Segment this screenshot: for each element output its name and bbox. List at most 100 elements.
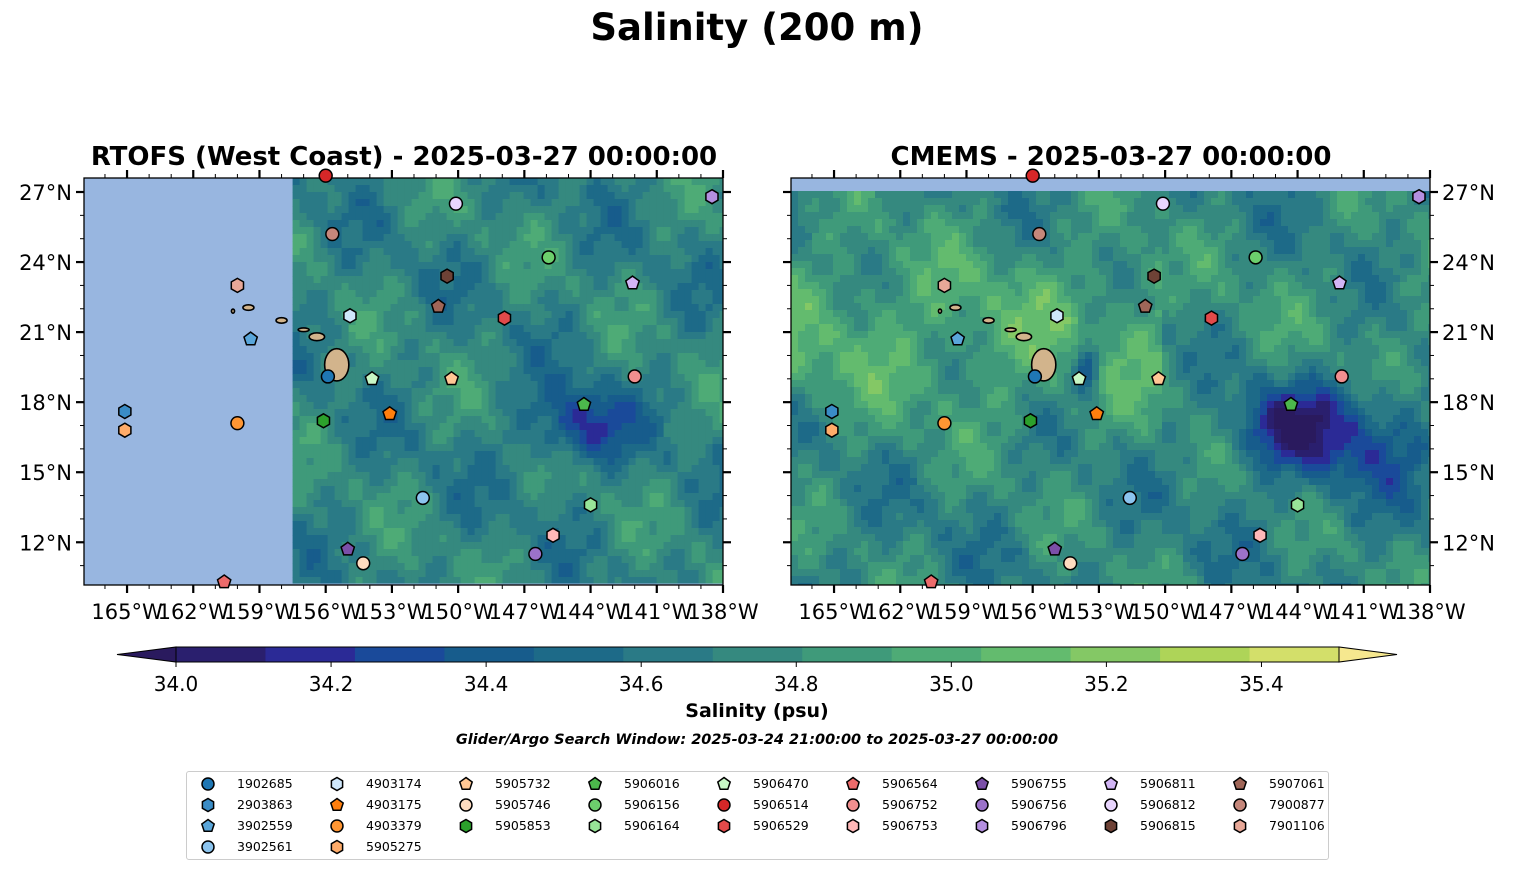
- pentagon-marker-icon: [845, 776, 861, 791]
- float-marker-7901106: [937, 277, 952, 294]
- island-4: [949, 304, 962, 312]
- legend-label: 5906796: [1011, 818, 1067, 833]
- x-tick-label: 159°W: [931, 600, 1003, 624]
- pentagon-marker-icon: [200, 818, 216, 833]
- island-5: [230, 308, 236, 314]
- colorbar: 34.0 34.2 34.4 34.6 34.8 35.0 35.2 35.4: [116, 646, 1398, 696]
- circle-marker-icon: [459, 798, 473, 812]
- float-markers-1: [825, 168, 1426, 589]
- pentagon-marker-icon: [716, 776, 732, 791]
- float-marker-5906156: [1248, 250, 1263, 265]
- hexagon-marker-icon: [459, 818, 473, 834]
- float-marker-5906796: [705, 188, 719, 205]
- float-marker-5906812: [1155, 196, 1171, 211]
- float-marker-3902561: [415, 490, 431, 506]
- hexagon-marker-icon: [1233, 818, 1247, 834]
- island-3: [982, 316, 995, 324]
- legend-label: 5905853: [495, 818, 551, 833]
- circle-marker-icon: [717, 798, 731, 812]
- float-marker-3902561: [1122, 490, 1138, 506]
- float-marker-4903379: [230, 415, 245, 431]
- colorbar-segment: [444, 647, 535, 662]
- panel-title-rtofs: RTOFS (West Coast) - 2025-03-27 00:00:00: [90, 142, 718, 172]
- y-tick-label: 21°N: [1442, 321, 1495, 345]
- float-marker-7900877: [1032, 226, 1047, 242]
- float-marker-4903174: [343, 307, 357, 324]
- float-marker-5906514: [1025, 168, 1040, 183]
- y-tick-label: 15°N: [19, 461, 72, 485]
- float-marker-5907061: [430, 298, 446, 313]
- y-tick-label: 27°N: [19, 181, 72, 205]
- float-marker-4903174: [1050, 307, 1064, 324]
- x-tick-label: 147°W: [1196, 600, 1268, 624]
- island-5: [937, 308, 943, 314]
- float-marker-5906529: [497, 310, 512, 326]
- x-tick-label: 153°W: [1063, 600, 1135, 624]
- float-marker-5906164: [583, 497, 598, 513]
- colorbar-extend-max: [1338, 646, 1398, 663]
- float-marker-2903863: [825, 403, 839, 420]
- float-marker-5906529: [1204, 310, 1219, 326]
- legend-label: 4903175: [366, 797, 422, 812]
- legend-label: 5906815: [1140, 818, 1196, 833]
- y-tick-label: 12°N: [1442, 531, 1495, 555]
- x-tick-label: 162°W: [158, 600, 230, 624]
- pentagon-marker-icon: [1232, 776, 1248, 791]
- map-panel-0: 165°W162°W159°W156°W153°W150°W147°W144°W…: [19, 170, 759, 624]
- circle-marker-icon: [975, 798, 989, 812]
- island-2: [1004, 327, 1017, 333]
- float-marker-5906815: [440, 268, 454, 284]
- colorbar-tick-label: 34.2: [309, 672, 354, 696]
- legend-label: 4903174: [366, 776, 422, 791]
- legend-label: 7901106: [1269, 818, 1325, 833]
- x-tick-label: 162°W: [865, 600, 937, 624]
- circle-marker-icon: [1104, 798, 1118, 812]
- circle-marker-icon: [459, 798, 473, 812]
- hexagon-marker-icon: [1104, 818, 1118, 834]
- colorbar-segment: [1070, 647, 1161, 662]
- x-tick-label: 144°W: [555, 600, 627, 624]
- hexagon-marker-icon: [717, 818, 731, 834]
- pentagon-marker-icon: [200, 818, 216, 833]
- hexagon-marker-icon: [846, 818, 860, 834]
- legend-label: 5906756: [1011, 797, 1067, 812]
- x-tick-label: 156°W: [997, 600, 1069, 624]
- pentagon-marker-icon: [974, 776, 990, 791]
- float-marker-5907061: [1137, 298, 1153, 313]
- legend-label: 5906470: [753, 776, 809, 791]
- float-marker-5905853: [316, 412, 331, 429]
- circle-marker-icon: [201, 840, 215, 854]
- y-tick-label: 18°N: [19, 391, 72, 415]
- float-marker-5906812: [448, 196, 464, 211]
- float-marker-5906564: [923, 574, 939, 589]
- y-tick-label: 12°N: [19, 531, 72, 555]
- island-1: [1015, 332, 1033, 342]
- pentagon-marker-icon: [587, 776, 603, 791]
- x-tick-label: 165°W: [91, 600, 163, 624]
- legend-label: 5906812: [1140, 797, 1196, 812]
- colorbar-segment: [176, 647, 266, 662]
- float-marker-4903175: [1089, 405, 1105, 421]
- salinity-field: [292, 178, 724, 584]
- float-marker-5906564: [216, 574, 232, 589]
- y-tick-label: 18°N: [1442, 391, 1495, 415]
- pentagon-marker-icon: [1232, 776, 1248, 791]
- x-tick-label: 165°W: [798, 600, 870, 624]
- hexagon-marker-icon: [459, 818, 473, 834]
- colorbar-segment: [354, 647, 445, 662]
- panel-title-cmems: CMEMS - 2025-03-27 00:00:00: [890, 142, 1332, 172]
- hexagon-marker-icon: [1104, 818, 1118, 834]
- salinity-field: [791, 191, 1431, 586]
- float-marker-3902559: [950, 331, 966, 346]
- circle-marker-icon: [201, 777, 215, 791]
- circle-marker-icon: [1233, 798, 1247, 812]
- colorbar-segment: [533, 647, 624, 662]
- float-marker-5906514: [318, 168, 333, 183]
- colorbar-segment: [712, 647, 803, 662]
- x-tick-label: 138°W: [1394, 600, 1466, 624]
- legend-label: 5905746: [495, 797, 551, 812]
- y-tick-label: 24°N: [1442, 251, 1495, 275]
- figure-title: Salinity (200 m): [590, 6, 924, 49]
- hexagon-marker-icon: [588, 818, 602, 834]
